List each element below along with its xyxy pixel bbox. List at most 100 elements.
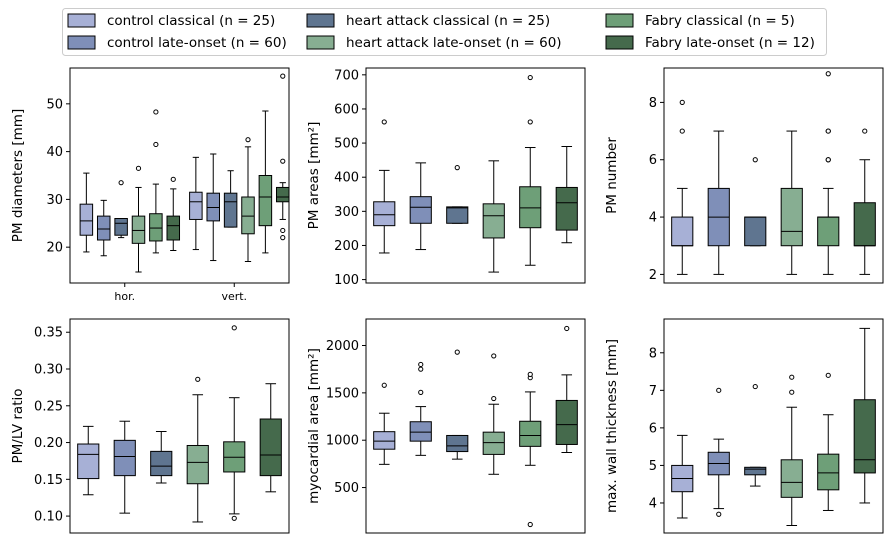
box-fabry-classical-n-5: [519, 74, 542, 266]
x-group-label-hor: hor.: [114, 290, 135, 303]
outlier-point: [752, 157, 758, 163]
box-control-classical-n-25: [671, 99, 694, 275]
box-iqr: [555, 186, 578, 231]
box-fabry-late-onset-n-12: [555, 145, 578, 244]
box-fabry-classical-n-5: [223, 325, 246, 521]
outlier-point: [527, 119, 533, 125]
box-control-classical-n-25: [373, 119, 396, 254]
box-heart-attack-late-onset-n-60: [482, 160, 505, 273]
outlier-point: [418, 389, 424, 395]
y-tick-label: 700: [334, 68, 359, 83]
y-tick-label: 500: [334, 137, 359, 152]
outlier-point: [491, 353, 497, 359]
box-fabry-late-onset-n-12: [853, 327, 876, 504]
y-tick-label: 500: [334, 481, 359, 496]
y-tick-label: 2000: [326, 339, 359, 354]
panel-myocardial-area-mm: 500 1000 1500 2000 myocardial area [mm²]: [306, 318, 586, 534]
box-fabry-late-onset-n-12: [853, 128, 876, 275]
box-control-late-onset-n-60: [409, 361, 432, 456]
outlier-point: [170, 176, 176, 182]
y-tick-label: 8: [649, 346, 657, 361]
box-fabry-late-onset-n-12: [555, 325, 578, 454]
legend-frame: [62, 8, 827, 56]
outlier-point: [527, 74, 533, 81]
box-iqr: [96, 215, 111, 241]
outlier-point: [381, 382, 387, 388]
outlier-point: [418, 366, 424, 372]
axes-frame: [663, 67, 884, 284]
box-iqr: [189, 191, 203, 220]
legend-item-heart-attack-late-onset-n-60: heart attack late-onset (n = 60): [306, 35, 562, 51]
y-tick-label: 8: [649, 96, 657, 111]
legend-label: Fabry late-onset (n = 12): [645, 35, 815, 51]
outlier-point: [381, 119, 387, 125]
y-axis-label: PM/LV ratio: [10, 388, 26, 463]
box-iqr: [446, 206, 469, 224]
y-tick-label: 6: [649, 421, 657, 436]
box-iqr: [853, 202, 876, 247]
box-iqr: [166, 215, 181, 241]
y-tick-label: 600: [334, 102, 359, 117]
outlier-point: [825, 372, 831, 378]
box-iqr: [853, 399, 876, 474]
box-iqr: [671, 216, 694, 247]
outlier-point: [454, 349, 460, 355]
legend-swatch: [67, 13, 96, 28]
axes-frame: [663, 318, 884, 534]
axes-frame: [365, 67, 586, 284]
y-tick-label: 0.10: [34, 510, 63, 525]
box-heart-attack-late-onset-n-60: [131, 165, 146, 273]
axes-frame: [365, 318, 586, 534]
outlier-point: [825, 128, 831, 134]
box-fabry-classical-n-5: [149, 109, 163, 254]
box-iqr: [276, 186, 290, 203]
box-iqr: [241, 196, 255, 235]
panel-pm-areas-mm: 100 200 300 400 500 600 700 PM areas [mm²]: [306, 67, 586, 288]
outlier-point: [789, 389, 795, 395]
y-tick-label: 40: [46, 145, 63, 160]
outlier-point: [789, 374, 795, 380]
y-tick-label: 4: [649, 211, 657, 226]
legend-item-control-classical-n-25: control classical (n = 25): [67, 13, 275, 29]
box-iqr: [373, 201, 396, 227]
box-iqr: [258, 175, 273, 227]
legend-swatch: [306, 35, 335, 50]
box-iqr: [744, 216, 767, 247]
y-tick-label: 400: [334, 171, 359, 186]
legend: control classical (n = 25) control late-o…: [62, 8, 827, 56]
legend-item-fabry-late-onset-n-12: Fabry late-onset (n = 12): [605, 35, 815, 51]
y-tick-label: 7: [649, 384, 657, 399]
y-tick-label: 0.30: [34, 363, 63, 378]
outlier-point: [280, 158, 286, 164]
panel-pm-lv-ratio: 0.10 0.15 0.20 0.25 0.30 0.35 PM/LV ratio: [10, 318, 290, 534]
y-axis-label: PM number: [604, 137, 620, 214]
y-tick-label: 4: [649, 496, 657, 511]
axes-frame: [69, 318, 290, 534]
legend-item-fabry-classical-n-5: Fabry classical (n = 5): [605, 13, 795, 29]
outlier-point: [245, 137, 251, 143]
y-axis-label: PM areas [mm²]: [306, 122, 322, 230]
outlier-point: [153, 109, 159, 115]
outlier-point: [280, 73, 286, 79]
box-iqr: [77, 443, 100, 480]
box-iqr: [780, 187, 803, 247]
box-iqr: [780, 459, 803, 498]
axes-frame: [69, 67, 290, 284]
box-iqr: [373, 431, 396, 450]
box-heart-attack-late-onset-n-60: [482, 353, 505, 475]
y-tick-label: 20: [46, 241, 63, 256]
box-heart-attack-late-onset-n-60: [241, 137, 255, 262]
outlier-point: [418, 361, 424, 368]
box-control-late-onset-n-60: [113, 420, 136, 514]
box-control-late-onset-n-60: [707, 387, 730, 517]
box-control-classical-n-25: [79, 172, 94, 253]
box-control-late-onset-n-60: [96, 199, 111, 257]
box-iqr: [482, 203, 505, 239]
box-fabry-classical-n-5: [817, 372, 840, 511]
y-tick-label: 30: [46, 193, 63, 208]
y-axis-label: myocardial area [mm²]: [306, 348, 322, 504]
box-iqr: [817, 453, 840, 491]
y-tick-label: 5: [649, 459, 657, 474]
legend-label: control late-onset (n = 60): [107, 35, 287, 51]
